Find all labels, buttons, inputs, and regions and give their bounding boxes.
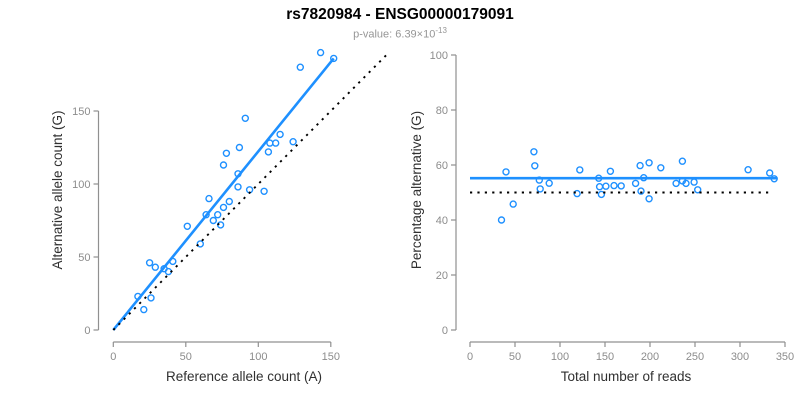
data-point xyxy=(234,183,242,191)
data-point xyxy=(296,63,304,71)
data-point xyxy=(205,194,213,203)
data-point xyxy=(219,203,228,212)
data-point xyxy=(219,161,228,169)
y-tick-label: 0 xyxy=(84,325,90,337)
data-point xyxy=(617,182,625,190)
x-tick-label: 0 xyxy=(467,351,473,363)
data-point xyxy=(147,294,155,302)
data-point xyxy=(545,179,553,187)
data-point xyxy=(531,162,539,170)
x-axis-title: Reference allele count (A) xyxy=(166,369,322,384)
x-tick-label: 150 xyxy=(596,351,614,363)
data-point xyxy=(509,200,517,208)
y-tick-label: 50 xyxy=(78,252,90,264)
y-tick-label: 20 xyxy=(436,270,448,282)
y-axis-title: Alternative allele count (G) xyxy=(50,110,65,269)
pvalue-text: p-value: 6.39×10 xyxy=(353,28,436,41)
data-point xyxy=(682,179,690,188)
data-point xyxy=(145,259,154,267)
plot-title: rs7820984 - ENSG00000179091 xyxy=(286,6,514,23)
data-point xyxy=(276,130,284,139)
data-point xyxy=(573,189,581,198)
data-point xyxy=(602,182,610,190)
x-tick-label: 100 xyxy=(249,351,267,363)
data-point xyxy=(235,143,244,152)
x-tick-label: 150 xyxy=(322,351,340,363)
data-point xyxy=(657,164,665,172)
data-point xyxy=(610,181,618,190)
data-point xyxy=(530,148,538,156)
data-point xyxy=(222,149,231,158)
y-tick-label: 0 xyxy=(442,325,448,337)
data-point xyxy=(595,182,604,191)
data-point xyxy=(694,186,702,194)
data-point xyxy=(213,210,222,219)
data-point xyxy=(678,157,687,165)
data-point xyxy=(330,54,338,63)
y-tick-label: 60 xyxy=(436,160,448,172)
plot-subtitle: p-value: 6.39×10-13 xyxy=(0,26,800,41)
data-point xyxy=(151,263,160,271)
y-tick-label: 100 xyxy=(72,179,90,191)
y-tick-label: 40 xyxy=(436,215,448,227)
data-point xyxy=(140,305,148,314)
data-point xyxy=(672,179,680,188)
x-tick-label: 50 xyxy=(180,351,192,363)
x-tick-label: 200 xyxy=(641,351,659,363)
data-point xyxy=(645,195,653,203)
data-point xyxy=(536,185,544,193)
x-tick-label: 250 xyxy=(686,351,704,363)
data-point xyxy=(631,179,640,188)
pvalue-exponent: -13 xyxy=(435,26,447,35)
data-point xyxy=(260,187,268,196)
y-tick-label: 80 xyxy=(436,105,448,117)
data-point xyxy=(497,216,506,224)
y-axis-title: Percentage alternative (G) xyxy=(409,111,424,269)
data-point xyxy=(241,114,250,123)
x-axis-title: Total number of reads xyxy=(561,369,692,384)
y-tick-label: 100 xyxy=(430,50,448,62)
x-tick-label: 300 xyxy=(731,351,749,363)
data-point xyxy=(636,161,644,170)
x-tick-label: 50 xyxy=(509,351,521,363)
data-point xyxy=(316,48,325,57)
identity-line xyxy=(112,53,389,331)
data-point xyxy=(690,178,698,186)
data-point xyxy=(502,168,510,176)
data-point xyxy=(576,166,584,174)
data-point xyxy=(272,139,280,147)
x-tick-label: 0 xyxy=(110,351,116,363)
regression-line xyxy=(112,57,335,331)
data-point xyxy=(289,137,297,146)
data-point xyxy=(645,159,653,167)
data-point xyxy=(209,216,218,225)
data-point xyxy=(606,167,615,176)
data-point xyxy=(183,222,192,231)
data-point xyxy=(597,190,606,199)
data-point xyxy=(637,187,645,195)
data-point xyxy=(225,197,234,206)
data-point xyxy=(744,165,752,174)
y-tick-label: 150 xyxy=(72,106,90,118)
data-point xyxy=(766,169,774,177)
x-tick-label: 350 xyxy=(776,351,794,363)
data-point xyxy=(264,148,273,156)
x-tick-label: 100 xyxy=(551,351,569,363)
percentage-vs-reads-scatter: 0 20 40 60 80 100 0 50 100 150 200 250 300 350 Total n… xyxy=(409,50,794,384)
data-point xyxy=(196,240,205,248)
